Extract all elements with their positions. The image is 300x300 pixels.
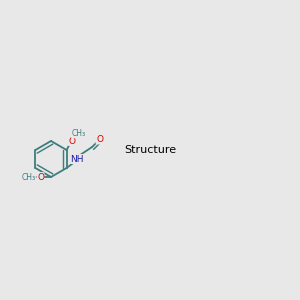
Text: O: O [96,135,103,144]
Text: CH₃: CH₃ [71,129,86,138]
Text: CH₃: CH₃ [21,172,36,182]
Text: O: O [68,136,76,146]
Text: NH: NH [70,154,84,164]
Text: Structure: Structure [124,145,176,155]
Text: O: O [37,172,44,182]
